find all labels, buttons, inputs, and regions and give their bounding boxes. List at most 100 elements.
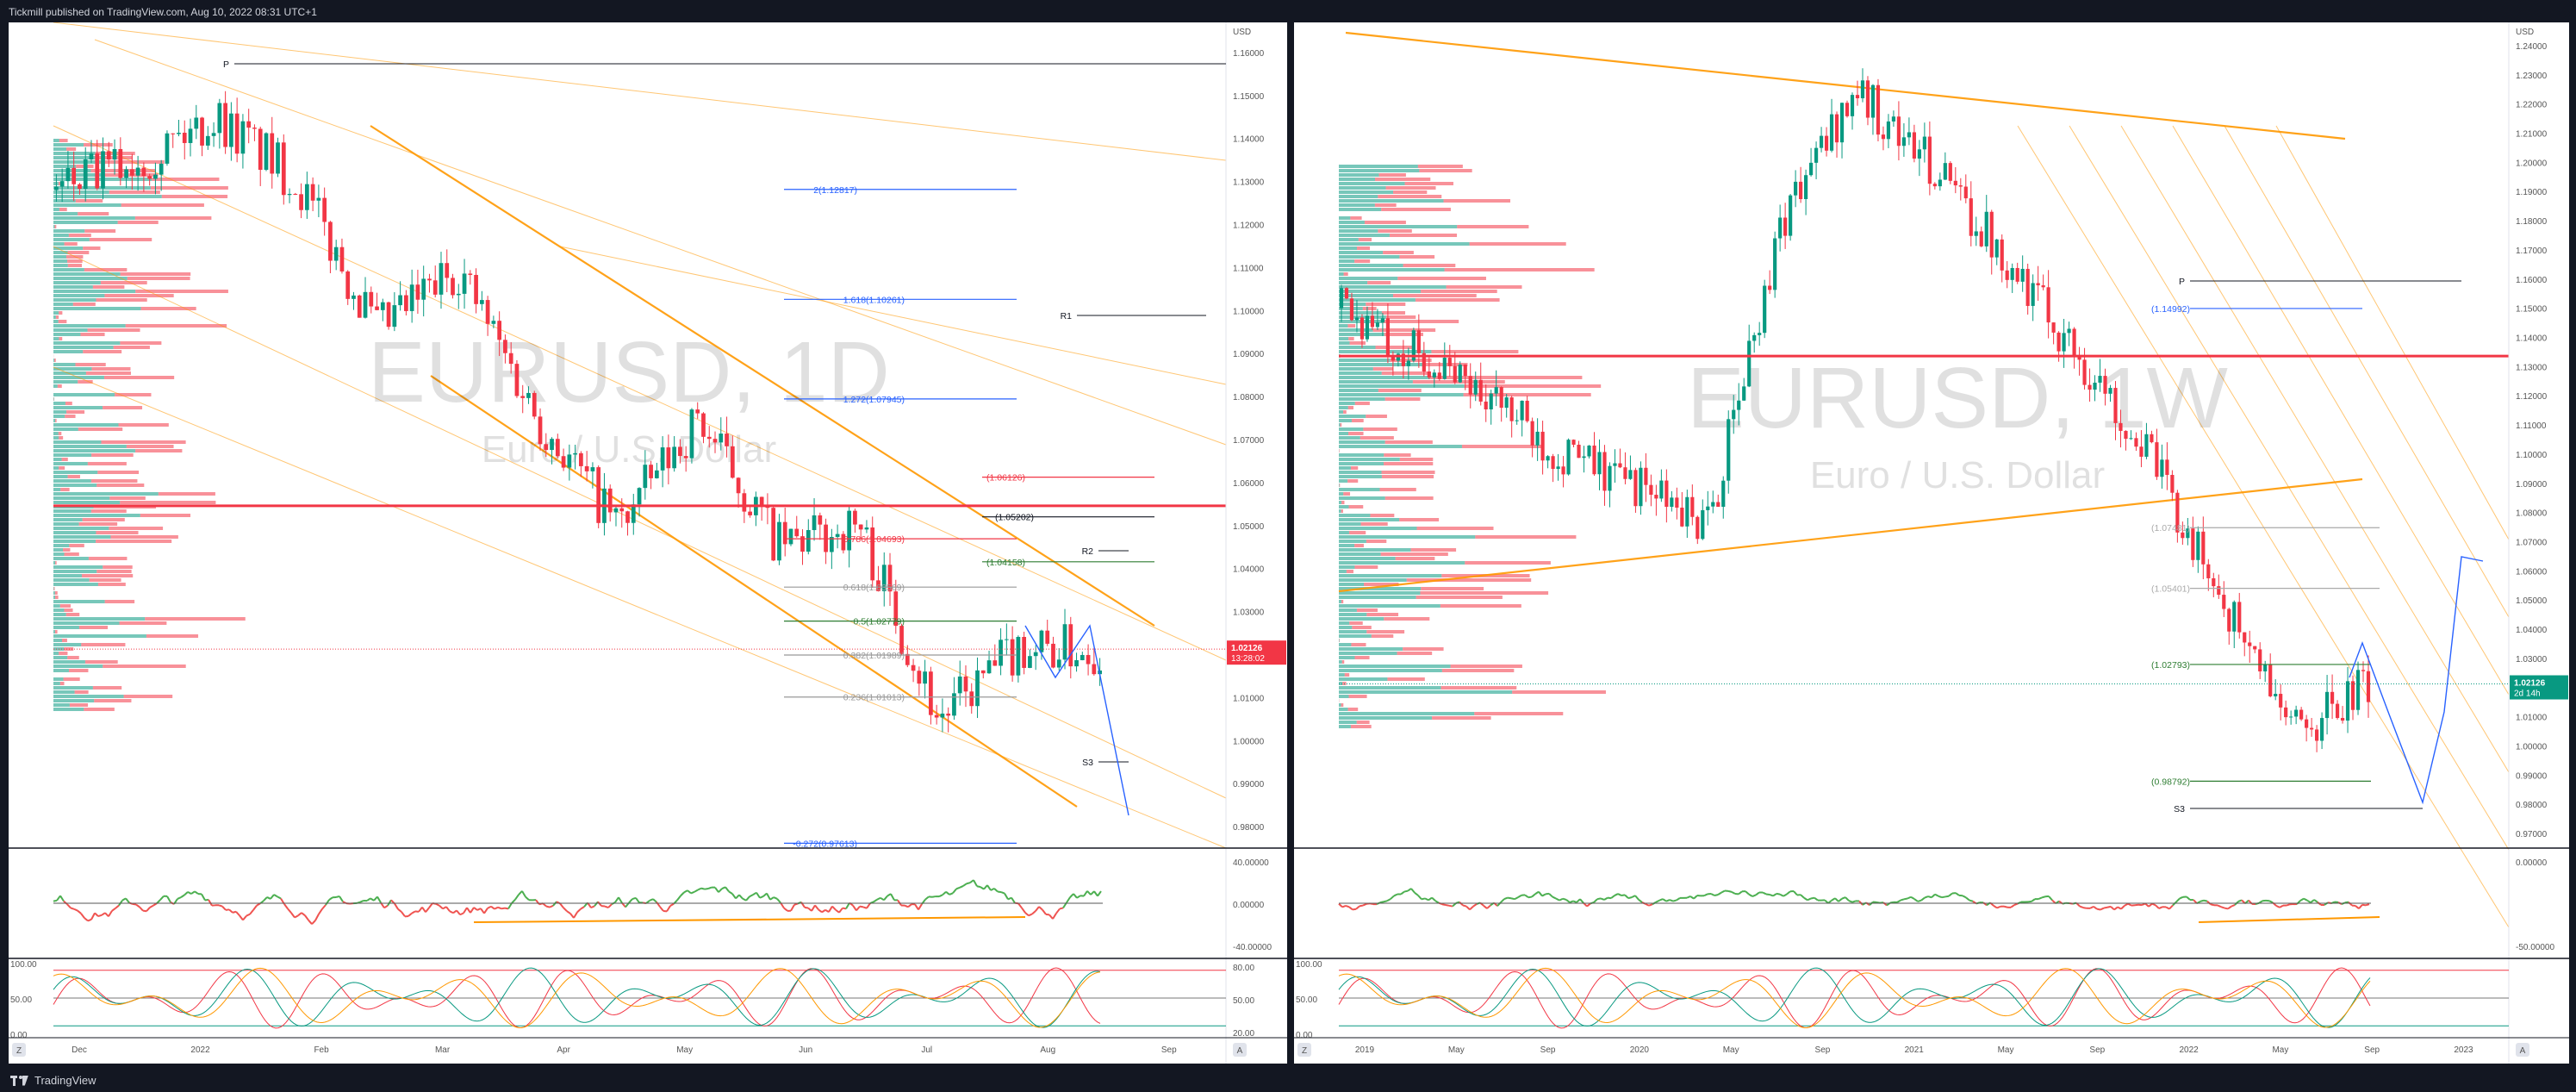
tradingview-logo[interactable]: TradingView: [10, 1074, 96, 1087]
volume-profile-down-bar: [54, 225, 57, 228]
volume-profile-down-bar: [135, 290, 228, 293]
volume-profile-down-bar: [161, 195, 228, 198]
candle-body: [229, 113, 233, 147]
candle-body: [2051, 322, 2056, 333]
volume-profile-up-bar: [1339, 397, 1385, 401]
candle-body: [1566, 440, 1571, 475]
volume-profile-up-bar: [1339, 380, 1413, 384]
oscillator-segment: [1469, 905, 1474, 911]
oscillator-segment: [2355, 905, 2360, 909]
oscillator-segment: [2224, 907, 2229, 910]
last-price-value: 1.02126: [1231, 644, 1263, 653]
volume-profile-down-bar: [64, 608, 73, 612]
candle-body: [1794, 181, 1798, 196]
oscillator-segment: [783, 907, 788, 912]
oscillator-segment: [452, 909, 457, 914]
volume-profile-up-bar: [1339, 591, 1421, 595]
candle-body: [1577, 444, 1581, 459]
candle-body: [2119, 422, 2123, 431]
oscillator-segment: [1731, 890, 1736, 895]
volume-profile-down-bar: [1380, 552, 1448, 556]
oscillator-segment: [428, 902, 433, 908]
last-price-badge: [2510, 675, 2568, 700]
last-price-badge: [1227, 640, 1286, 665]
volume-profile-down-bar: [1389, 234, 1458, 237]
oscillator-segment: [1462, 904, 1467, 908]
price-axis-tick: 1.16000: [1233, 49, 1265, 59]
oscillator-segment: [1655, 899, 1660, 903]
candle-body: [1016, 636, 1021, 676]
candle-body: [1385, 318, 1391, 358]
candle-body: [217, 103, 222, 134]
candle-body: [287, 193, 292, 196]
volume-profile-up-bar: [1339, 419, 1352, 422]
volume-profile-up-bar: [53, 484, 97, 487]
oscillator-segment: [707, 886, 712, 889]
volume-profile-up-bar: [53, 561, 56, 565]
oscillator-segment: [1920, 896, 1926, 902]
volume-profile-down-bar: [92, 686, 122, 690]
volume-profile-down-bar: [1348, 337, 1354, 340]
oscillator-segment: [1807, 897, 1812, 902]
auto-scale-button: [2516, 1043, 2529, 1057]
volume-profile-down-bar: [1450, 665, 1522, 668]
channel-line: [2275, 125, 2510, 540]
oscillator-segment: [2155, 904, 2160, 909]
volume-profile-down-bar: [1410, 548, 1457, 552]
volume-profile-down-bar: [59, 139, 68, 142]
weekly-chart-svg[interactable]: EURUSD, 1W Euro / U.S. Dollar USD 1.24000 1.…: [1294, 22, 2569, 1064]
candle-body: [404, 295, 408, 311]
candle-body: [1447, 358, 1452, 366]
volume-profile-down-bar: [1360, 522, 1388, 526]
volume-profile-down-bar: [63, 548, 71, 552]
oscillator-segment: [480, 908, 485, 914]
oscillator-segment: [1517, 894, 1522, 899]
oscillator-segment: [1510, 897, 1515, 901]
volume-profile-up-bar: [53, 608, 65, 612]
volume-profile-up-bar: [53, 333, 81, 336]
zoom-button: [12, 1043, 26, 1057]
volume-profile-down-bar: [127, 277, 190, 280]
volume-profile-down-bar: [1347, 708, 1359, 711]
oscillator-segment: [2141, 902, 2146, 907]
volume-profile-up-bar: [1339, 389, 1378, 392]
candle-body: [777, 521, 781, 561]
volume-profile-up-bar: [1339, 259, 1355, 263]
volume-profile-up-bar: [1339, 725, 1351, 728]
candle-body: [1422, 353, 1426, 372]
volume-profile-down-bar: [67, 264, 82, 267]
oscillator-axis-tick: -40.00000: [1233, 943, 1272, 952]
oscillator-segment: [376, 895, 382, 903]
volume-profile-down-bar: [96, 570, 132, 573]
volume-profile-up-bar: [53, 337, 59, 340]
volume-profile-up-bar: [53, 548, 64, 552]
candle-body: [2108, 388, 2112, 394]
oscillator-segment: [304, 914, 309, 921]
candle-body: [748, 511, 752, 515]
candle-body: [468, 273, 473, 275]
oscillator-segment: [142, 909, 147, 913]
candle-body: [666, 447, 671, 469]
volume-profile-up-bar: [53, 686, 93, 690]
oscillator-segment: [411, 910, 416, 914]
oscillator-segment: [1421, 897, 1426, 901]
volume-profile-up-bar: [53, 147, 67, 151]
oscillator-segment: [580, 906, 585, 910]
volume-profile-down-bar: [1404, 182, 1453, 185]
oscillator-segment: [2299, 897, 2305, 902]
candle-body: [357, 295, 362, 318]
oscillator-segment: [2048, 895, 2053, 902]
chart-panel-daily[interactable]: EURUSD, 1D Euro / U.S. Dollar USD 1.16000 1.…: [9, 22, 1287, 1064]
candle-body: [788, 528, 793, 545]
oscillator-segment: [1717, 891, 1722, 895]
candle-body: [637, 488, 642, 505]
volume-profile-up-bar: [53, 535, 111, 539]
oscillator-segment: [270, 894, 275, 900]
volume-profile-down-bar: [53, 587, 55, 590]
chart-panel-weekly[interactable]: EURUSD, 1W Euro / U.S. Dollar USD 1.24000 1.…: [1294, 22, 2569, 1064]
candle-body: [427, 278, 432, 281]
candle-body: [1540, 431, 1545, 461]
volume-profile-up-bar: [1339, 199, 1444, 203]
candle-body: [223, 103, 227, 147]
